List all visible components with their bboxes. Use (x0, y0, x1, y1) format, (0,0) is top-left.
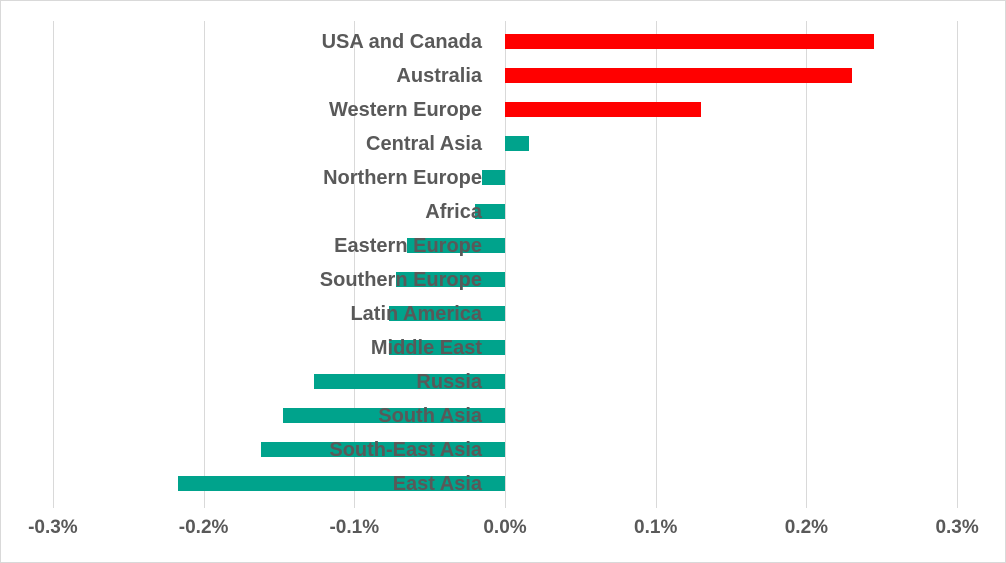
bar-central-asia (505, 136, 530, 151)
x-axis-tick-label: 0.3% (935, 517, 979, 538)
category-label-middle-east: Middle East (370, 336, 482, 359)
bar-south-asia (283, 408, 505, 423)
x-axis-tick-label: -0.3% (28, 517, 78, 538)
bar-western-europe (505, 102, 701, 117)
x-axis-tick-label: 0.0% (483, 517, 527, 538)
bar-southern-europe (396, 272, 505, 287)
gridline (655, 21, 657, 508)
bar-south-east-asia (260, 442, 505, 457)
x-axis-tick-label: -0.2% (178, 517, 229, 538)
category-label-australia: Australia (396, 64, 482, 87)
gridline (354, 21, 356, 508)
bar-russia (313, 374, 505, 389)
gridline (806, 21, 808, 508)
bar-africa (474, 204, 505, 219)
bar-middle-east (388, 340, 505, 355)
category-label-africa: Africa (425, 200, 482, 223)
category-label-usa-and-canada: USA and Canada (321, 30, 482, 53)
gridline (203, 21, 205, 508)
bar-east-asia (177, 476, 505, 491)
category-label-western-europe: Western Europe (329, 98, 482, 121)
bar-northern-europe (482, 170, 505, 185)
category-label-southern-europe: Southern Europe (319, 268, 482, 291)
gridline (957, 21, 959, 508)
bar-australia (505, 68, 852, 83)
x-axis-tick-label: 0.2% (784, 517, 829, 538)
gridline (52, 21, 54, 508)
bar-usa-and-canada (505, 34, 875, 49)
x-axis-tick-label: -0.1% (329, 517, 380, 538)
category-label-east-asia: East Asia (392, 472, 482, 495)
category-label-northern-europe: Northern Europe (323, 166, 482, 189)
category-label-south-east-asia: South-East Asia (329, 438, 482, 461)
category-label-eastern-europe: Eastern Europe (334, 234, 482, 257)
category-label-central-asia: Central Asia (366, 132, 482, 155)
category-label-russia: Russia (416, 370, 482, 393)
bar-eastern-europe (407, 238, 505, 253)
gridline (505, 21, 506, 508)
bar-latin-america (388, 306, 505, 321)
category-label-latin-america: Latin America (350, 302, 482, 325)
category-label-south-asia: South Asia (378, 404, 482, 427)
x-axis-tick-label: 0.1% (634, 517, 678, 538)
